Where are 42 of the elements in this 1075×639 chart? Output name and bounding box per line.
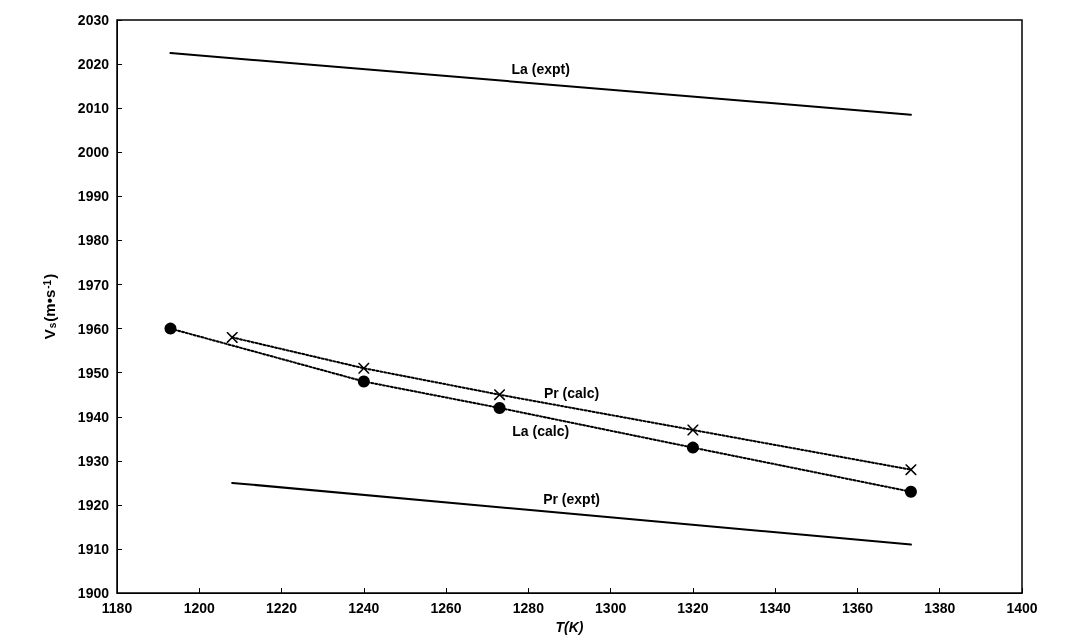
- point: [357, 375, 370, 388]
- y-tick-label: 2030: [77, 12, 110, 28]
- point: [686, 441, 699, 454]
- y-tick-label: 1990: [77, 188, 110, 205]
- series-label: La (calc): [512, 423, 570, 440]
- x-tick-label: 1380: [924, 600, 956, 617]
- x-tick-label: 1220: [265, 600, 298, 617]
- point: [494, 389, 506, 401]
- y-tick-label: 1970: [77, 276, 110, 293]
- y-tick-label: 1910: [77, 541, 110, 558]
- x-tick-label: 1300: [595, 600, 627, 617]
- x-tick-label: 1200: [183, 600, 216, 617]
- series-label: Pr (expt): [543, 490, 600, 507]
- x-tick-label: 1340: [759, 600, 791, 617]
- point: [226, 331, 238, 343]
- y-tick-label: 1930: [77, 452, 110, 469]
- y-tick-label: 2000: [77, 144, 110, 161]
- x-tick-label: 1280: [512, 600, 545, 617]
- y-tick-label: 2010: [77, 100, 110, 117]
- y-tick-label: 1900: [77, 585, 110, 602]
- x-tick-label: 1360: [841, 600, 874, 617]
- y-axis-title: Vs(m•s-1): [41, 273, 58, 340]
- x-tick-label: 1320: [677, 600, 709, 617]
- y-tick-label: 1950: [77, 364, 110, 381]
- series-label: La (expt): [511, 60, 570, 77]
- y-tick-label: 1960: [77, 320, 110, 337]
- point: [905, 464, 917, 476]
- x-axis-title: T(K): [555, 619, 584, 635]
- series-label: Pr (calc): [543, 384, 600, 401]
- point: [358, 362, 370, 374]
- x-tick-label: 1180: [101, 600, 133, 617]
- y-tick-label: 1980: [77, 232, 110, 249]
- x-tick-label: 1400: [1006, 600, 1038, 617]
- x-tick-label: 1240: [348, 600, 380, 617]
- y-tick-label: 1920: [77, 496, 110, 513]
- point: [493, 401, 506, 414]
- y-tick-label: 2020: [77, 56, 110, 73]
- point: [164, 322, 177, 335]
- y-tick-label: 1940: [77, 408, 110, 425]
- x-tick-label: 1260: [430, 600, 462, 617]
- point: [904, 485, 917, 498]
- point: [687, 424, 699, 436]
